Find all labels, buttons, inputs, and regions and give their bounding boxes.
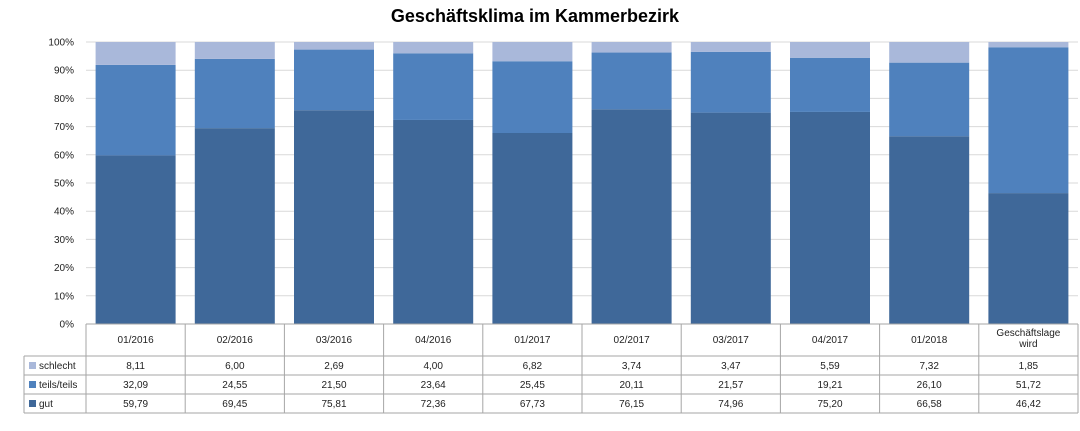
data-value-label: 3,74 <box>622 361 642 372</box>
y-tick-label: 80% <box>54 94 74 105</box>
bar-gut <box>294 110 374 325</box>
bar-gut <box>889 136 970 324</box>
y-tick-label: 30% <box>54 235 74 246</box>
data-value-label: 21,50 <box>321 380 346 391</box>
x-category-label: 02/2016 <box>217 335 254 346</box>
data-value-label: 32,09 <box>123 380 148 391</box>
bars <box>95 42 1069 325</box>
data-value-label: 19,21 <box>817 380 842 391</box>
x-category-label: 01/2016 <box>118 335 155 346</box>
bar-teils-teils <box>492 61 573 134</box>
data-value-label: 51,72 <box>1016 380 1041 391</box>
data-value-label: 24,55 <box>222 380 247 391</box>
data-value-label: 76,15 <box>619 399 644 410</box>
data-value-label: 74,96 <box>718 399 743 410</box>
bar-schlecht <box>95 42 176 65</box>
data-table: 01/2016 02/2016 03/2016 04/2016 01/2017 02/20… <box>23 323 1079 414</box>
bar-teils-teils <box>690 51 771 113</box>
y-tick-label: 60% <box>54 150 74 161</box>
data-value-label: 21,57 <box>718 380 743 391</box>
bar-schlecht <box>889 42 970 63</box>
bar-teils-teils <box>194 58 275 129</box>
y-tick-label: 20% <box>54 263 74 274</box>
data-value-label: 66,58 <box>917 399 942 410</box>
data-value-label: 3,47 <box>721 361 741 372</box>
bar-teils-teils <box>95 64 176 156</box>
legend-key-teils-teils <box>29 381 36 388</box>
bar-gut <box>591 109 672 325</box>
bar-schlecht <box>591 42 672 53</box>
data-value-label: 5,59 <box>820 361 840 372</box>
x-category-label: 02/2017 <box>614 335 651 346</box>
legend-label: schlecht <box>39 361 76 372</box>
bar-gut <box>492 133 573 324</box>
bar-teils-teils <box>393 53 474 120</box>
x-category-label: 04/2017 <box>812 335 849 346</box>
bar-gut <box>95 155 176 324</box>
bar-teils-teils <box>591 52 672 110</box>
bar-schlecht <box>194 42 275 59</box>
bar-teils-teils <box>889 62 970 137</box>
bar-schlecht <box>690 42 771 52</box>
data-value-label: 75,20 <box>817 399 842 410</box>
data-value-label: 20,11 <box>619 380 644 391</box>
y-tick-label: 40% <box>54 207 74 218</box>
data-value-label: 8,11 <box>126 361 145 372</box>
x-category-label: 04/2016 <box>415 335 452 346</box>
bar-schlecht <box>393 42 474 54</box>
data-value-label: 1,85 <box>1019 361 1039 372</box>
bar-teils-teils <box>988 47 1069 194</box>
bar-gut <box>690 112 771 325</box>
data-value-label: 72,36 <box>421 399 446 410</box>
data-value-label: 7,32 <box>919 361 939 372</box>
x-category-label: 03/2016 <box>316 335 353 346</box>
data-value-label: 69,45 <box>222 399 247 410</box>
data-value-label: 23,64 <box>421 380 446 391</box>
data-value-label: 6,82 <box>523 361 543 372</box>
data-value-label: 25,45 <box>520 380 545 391</box>
data-value-label: 67,73 <box>520 399 545 410</box>
bar-gut <box>393 119 474 325</box>
bar-teils-teils <box>294 49 374 111</box>
data-value-label: 2,69 <box>324 361 344 372</box>
legend-key-gut <box>29 400 36 407</box>
y-tick-label: 90% <box>54 66 74 77</box>
data-value-label: 59,79 <box>123 399 148 410</box>
legend-label: gut <box>39 399 53 410</box>
bar-gut <box>988 193 1069 324</box>
bar-schlecht <box>988 42 1069 48</box>
bar-teils-teils <box>790 57 870 112</box>
x-category-label: 01/2018 <box>911 335 948 346</box>
bar-schlecht <box>294 42 374 50</box>
chart-title: Geschäftsklima im Kammerbezirk <box>391 6 680 26</box>
data-value-label: 6,00 <box>225 361 245 372</box>
x-category-label: Geschäftslage wird <box>996 328 1060 350</box>
bar-schlecht <box>790 42 870 58</box>
y-tick-label: 50% <box>54 179 74 190</box>
y-tick-label: 70% <box>54 122 74 133</box>
data-value-label: 46,42 <box>1016 399 1041 410</box>
x-category-label: 01/2017 <box>514 335 551 346</box>
y-tick-label: 10% <box>54 291 74 302</box>
legend-key-schlecht <box>29 362 36 369</box>
bar-gut <box>790 111 870 324</box>
y-tick-label: 100% <box>48 38 74 49</box>
bar-schlecht <box>492 42 573 62</box>
data-value-label: 26,10 <box>917 380 942 391</box>
y-tick-label: 0% <box>60 320 75 331</box>
data-value-label: 75,81 <box>321 399 346 410</box>
bar-gut <box>194 128 275 324</box>
data-value-label: 4,00 <box>423 361 443 372</box>
x-category-label: 03/2017 <box>713 335 750 346</box>
legend-label: teils/teils <box>39 380 77 391</box>
